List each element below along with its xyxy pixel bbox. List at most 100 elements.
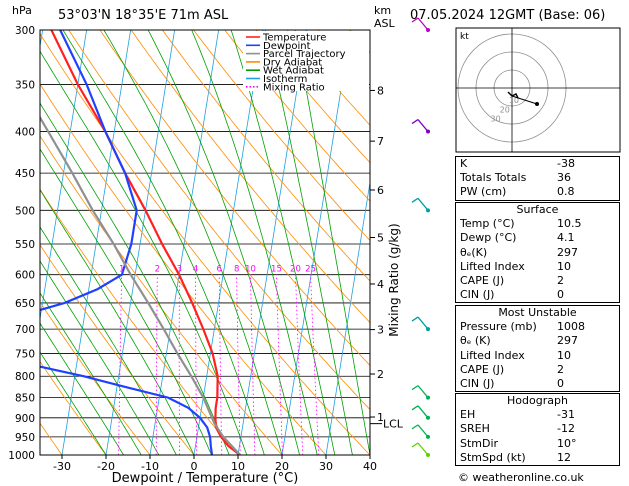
mixing-ratio-label: 10 (245, 265, 256, 275)
table-row: SREH -12 (456, 422, 619, 436)
wet-adiabat (40, 322, 124, 455)
dry-adiabat (162, 30, 370, 282)
wind-barb-feather (411, 119, 419, 125)
isotherm (193, 30, 264, 455)
wind-barb-feather (411, 316, 419, 322)
x-tick-label: 40 (363, 460, 377, 473)
pressure-tick-label: 800 (15, 371, 35, 383)
table-row-value: 4.1 (557, 231, 575, 245)
table-row: Dewp (°C) 4.1 (456, 231, 619, 245)
pressure-tick-label: 850 (15, 393, 35, 405)
mixing-ratio-line (236, 274, 241, 455)
dry-adiabat (40, 33, 370, 455)
isotherm (325, 180, 370, 455)
km-tick-label: 1 (377, 411, 384, 424)
km-tick-label: 7 (377, 135, 384, 148)
hodograph-frame (455, 27, 621, 153)
hodograph-ring-label: 10 (509, 96, 519, 105)
pressure-tick-label: 650 (15, 298, 35, 310)
mixing-ratio-line (155, 274, 158, 455)
pressure-tick-label: 700 (15, 324, 35, 336)
table-row-value: 0.8 (557, 185, 575, 199)
isotherm (40, 30, 88, 322)
table-row-value: 10.5 (557, 217, 582, 231)
table-row-label: θₑ (K) (460, 334, 491, 348)
wind-barb-base (426, 415, 430, 420)
pressure-tick-label: 950 (15, 432, 35, 444)
dry-adiabat (40, 188, 239, 455)
isotherm (149, 30, 220, 455)
legend-label: Dry Adiabat (263, 57, 322, 68)
hodograph-ring-label: 20 (500, 105, 510, 114)
isotherm (281, 30, 352, 455)
legend-label: Isotherm (263, 74, 307, 85)
table-row-label: Lifted Index (460, 259, 525, 273)
legend-label: Mixing Ratio (263, 82, 325, 93)
table-row-value: 2 (557, 273, 564, 287)
table-row-value: -31 (557, 408, 575, 422)
wind-barb-feather (411, 424, 419, 430)
dry-adiabat (255, 30, 370, 164)
table-row-value: 0 (557, 288, 564, 302)
mixing-ratio-label: 3 (177, 265, 182, 275)
series-parcel-trajectory (40, 115, 242, 455)
x-tick-label: -10 (141, 460, 159, 473)
table-row-label: EH (460, 408, 476, 422)
wind-barb-base (426, 453, 430, 457)
wet-adiabat (230, 30, 336, 455)
dry-adiabat (130, 30, 370, 324)
table-row-label: CIN (J) (460, 376, 495, 390)
table-section-title: Surface (516, 203, 559, 216)
wet-adiabat (294, 30, 370, 455)
pressure-tick-label: 1000 (8, 450, 35, 462)
wind-barb-feather (411, 197, 419, 203)
mixing-ratio-line (218, 274, 223, 455)
wind-barb-base (426, 208, 430, 213)
wind-barb (417, 385, 429, 399)
wind-barb (417, 17, 429, 31)
mixing-ratio-line (118, 274, 123, 455)
table-row: Totals Totals 36 (456, 171, 619, 185)
wet-adiabat (40, 292, 142, 455)
isotherm (237, 30, 308, 455)
storm-motion-point (535, 102, 539, 106)
table-row-label: Totals Totals (460, 171, 527, 185)
wind-barbs (411, 17, 430, 457)
table-row: K -38 (456, 157, 619, 171)
pressure-tick-label: 900 (15, 413, 35, 425)
wind-barb-feather (411, 17, 419, 23)
km-tick-label: 8 (377, 84, 384, 97)
isotherm (61, 30, 132, 455)
wind-barb (417, 197, 429, 211)
pressure-tick-label: 400 (15, 127, 35, 139)
wind-barb-feather (411, 442, 419, 448)
x-tick-label: 0 (191, 460, 198, 473)
wet-adiabat (40, 50, 248, 455)
wet-adiabat (40, 351, 107, 455)
dry-adiabat (40, 360, 107, 455)
table-row-value: 1008 (557, 320, 585, 334)
table-row-value: 10 (557, 259, 571, 273)
legend-label: Wet Adiabat (263, 66, 324, 77)
wet-adiabat (40, 226, 177, 455)
surface-table: Surface Temp (°C) 10.5 Dewp (°C) 4.1 θₑ(K) 297… (455, 202, 620, 304)
wind-barb (417, 316, 429, 330)
storm-motion-vector (511, 95, 538, 105)
dry-adiabat (193, 30, 370, 242)
x-tick-label: 10 (231, 460, 245, 473)
table-row-label: StmDir (460, 436, 499, 450)
table-row-label: CAPE (J) (460, 273, 505, 287)
mixing-ratio-line (250, 274, 256, 455)
wind-barb-base (426, 327, 430, 332)
wet-adiabat (191, 30, 318, 455)
wind-barb-feather (411, 385, 419, 391)
dry-adiabat (40, 244, 195, 455)
table-row: θₑ (K) 297 (456, 334, 619, 348)
footer-credit: © weatheronline.co.uk (458, 471, 584, 484)
location-title: 53°03'N 18°35'E 71m ASL (58, 8, 229, 23)
table-row-label: Dewp (°C) (460, 231, 517, 245)
mixing-ratio-line (295, 274, 304, 455)
table-row-label: θₑ(K) (460, 245, 488, 259)
table-row-value: 36 (557, 171, 571, 185)
dry-adiabat (99, 30, 370, 367)
